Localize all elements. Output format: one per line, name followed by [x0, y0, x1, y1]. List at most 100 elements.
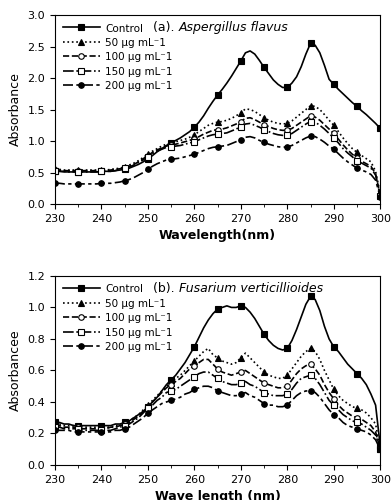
- 200 μg mL⁻1: [62, 181, 67, 187]
- 200 μg mL⁻1: [308, 133, 313, 139]
- Control: [53, 168, 57, 174]
- 100 μg mL⁻1: [378, 192, 383, 198]
- 100 μg mL⁻1: [364, 420, 368, 426]
- 200 μg mL⁻1: [53, 428, 57, 434]
- Control: [103, 168, 108, 174]
- Text: Fusarium verticillioides: Fusarium verticillioides: [178, 282, 323, 294]
- 50 μg mL⁻1: [53, 421, 57, 427]
- 150 μg mL⁻1: [248, 120, 252, 126]
- 100 μg mL⁻1: [145, 404, 150, 409]
- 100 μg mL⁻1: [201, 356, 206, 362]
- Control: [252, 51, 257, 57]
- Control: [62, 169, 67, 175]
- 200 μg mL⁻1: [303, 388, 308, 394]
- 50 μg mL⁻1: [211, 120, 215, 126]
- 200 μg mL⁻1: [364, 169, 368, 175]
- Text: (b).: (b).: [153, 282, 178, 294]
- 200 μg mL⁻1: [248, 134, 252, 140]
- Control: [308, 40, 313, 46]
- 100 μg mL⁻1: [299, 119, 303, 125]
- 100 μg mL⁻1: [62, 424, 67, 430]
- Control: [248, 309, 252, 315]
- 150 μg mL⁻1: [211, 132, 215, 138]
- 200 μg mL⁻1: [62, 428, 67, 434]
- Control: [211, 310, 215, 316]
- 150 μg mL⁻1: [303, 374, 308, 380]
- Control: [299, 314, 303, 320]
- 200 μg mL⁻1: [364, 429, 368, 435]
- 200 μg mL⁻1: [145, 410, 150, 416]
- 50 μg mL⁻1: [252, 360, 257, 366]
- X-axis label: Wave length (nm): Wave length (nm): [154, 490, 281, 500]
- 50 μg mL⁻1: [206, 346, 211, 352]
- 150 μg mL⁻1: [364, 162, 368, 168]
- 200 μg mL⁻1: [201, 383, 206, 389]
- Line: 150 μg mL⁻1: 150 μg mL⁻1: [52, 370, 383, 452]
- 50 μg mL⁻1: [299, 110, 303, 116]
- 200 μg mL⁻1: [211, 144, 215, 150]
- Line: 150 μg mL⁻1: 150 μg mL⁻1: [52, 118, 383, 198]
- Line: Control: Control: [52, 40, 383, 174]
- Line: 200 μg mL⁻1: 200 μg mL⁻1: [52, 384, 383, 452]
- 100 μg mL⁻1: [252, 374, 257, 380]
- 100 μg mL⁻1: [53, 422, 57, 428]
- 50 μg mL⁻1: [215, 355, 220, 361]
- 200 μg mL⁻1: [215, 388, 220, 394]
- 150 μg mL⁻1: [378, 193, 383, 199]
- 200 μg mL⁻1: [378, 446, 383, 452]
- Legend: Control, 50 μg mL⁻1, 100 μg mL⁻1, 150 μg mL⁻1, 200 μg mL⁻1: Control, 50 μg mL⁻1, 100 μg mL⁻1, 150 μg…: [60, 20, 176, 94]
- X-axis label: Wavelength(nm): Wavelength(nm): [159, 230, 276, 242]
- Control: [378, 126, 383, 132]
- Line: 50 μg mL⁻1: 50 μg mL⁻1: [52, 103, 383, 196]
- 200 μg mL⁻1: [378, 194, 383, 200]
- Control: [215, 92, 220, 98]
- Line: Control: Control: [52, 294, 383, 449]
- 100 μg mL⁻1: [364, 160, 368, 166]
- Text: Aspergillus flavus: Aspergillus flavus: [178, 20, 288, 34]
- 50 μg mL⁻1: [62, 167, 67, 173]
- 100 μg mL⁻1: [145, 152, 150, 158]
- 50 μg mL⁻1: [364, 410, 368, 416]
- Legend: Control, 50 μg mL⁻1, 100 μg mL⁻1, 150 μg mL⁻1, 200 μg mL⁻1: Control, 50 μg mL⁻1, 100 μg mL⁻1, 150 μg…: [60, 281, 176, 355]
- 150 μg mL⁻1: [145, 406, 150, 411]
- 200 μg mL⁻1: [299, 138, 303, 143]
- 150 μg mL⁻1: [364, 424, 368, 430]
- Line: 100 μg mL⁻1: 100 μg mL⁻1: [52, 356, 383, 452]
- Text: (a).: (a).: [153, 20, 178, 34]
- 100 μg mL⁻1: [248, 114, 252, 120]
- 50 μg mL⁻1: [364, 156, 368, 162]
- Y-axis label: Absorbance: Absorbance: [9, 72, 22, 146]
- 50 μg mL⁻1: [378, 446, 383, 452]
- 200 μg mL⁻1: [53, 180, 57, 186]
- 50 μg mL⁻1: [62, 422, 67, 428]
- 50 μg mL⁻1: [53, 166, 57, 172]
- Y-axis label: Absorbancee: Absorbancee: [9, 330, 22, 411]
- 50 μg mL⁻1: [303, 348, 308, 354]
- 50 μg mL⁻1: [248, 106, 252, 112]
- Control: [67, 169, 71, 175]
- 100 μg mL⁻1: [62, 168, 67, 173]
- 200 μg mL⁻1: [252, 394, 257, 400]
- Control: [308, 294, 313, 300]
- 50 μg mL⁻1: [145, 402, 150, 408]
- Control: [53, 420, 57, 426]
- 150 μg mL⁻1: [145, 154, 150, 160]
- 150 μg mL⁻1: [308, 118, 313, 124]
- Line: 50 μg mL⁻1: 50 μg mL⁻1: [52, 346, 383, 452]
- Control: [378, 443, 383, 449]
- 100 μg mL⁻1: [215, 366, 220, 372]
- Control: [355, 104, 359, 110]
- Control: [364, 382, 368, 388]
- 150 μg mL⁻1: [201, 369, 206, 375]
- Control: [62, 421, 67, 427]
- 150 μg mL⁻1: [252, 383, 257, 389]
- Control: [368, 116, 373, 122]
- 100 μg mL⁻1: [378, 446, 383, 452]
- 100 μg mL⁻1: [303, 362, 308, 368]
- 100 μg mL⁻1: [308, 113, 313, 119]
- 100 μg mL⁻1: [211, 128, 215, 134]
- 150 μg mL⁻1: [378, 446, 383, 452]
- 150 μg mL⁻1: [62, 426, 67, 432]
- 150 μg mL⁻1: [299, 124, 303, 130]
- 50 μg mL⁻1: [145, 152, 150, 158]
